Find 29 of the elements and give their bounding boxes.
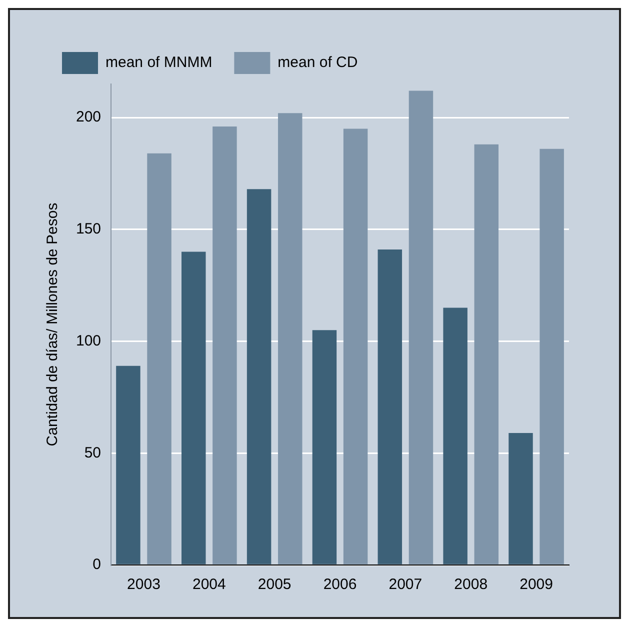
bar <box>212 126 237 564</box>
x-tick-label: 2008 <box>454 576 488 594</box>
x-tick-label: 2004 <box>192 576 226 594</box>
x-tick-label: 2005 <box>258 576 292 594</box>
bar <box>343 128 368 564</box>
bar <box>312 330 337 564</box>
x-tick-label: 2009 <box>520 576 553 594</box>
y-tick-label: 100 <box>76 332 102 350</box>
bar <box>182 252 206 564</box>
x-tick-label: 2007 <box>388 576 422 594</box>
bar <box>278 113 302 564</box>
legend-label: mean of MNMM <box>106 54 212 72</box>
y-tick-label: 50 <box>84 444 102 462</box>
y-tick-label: 200 <box>76 108 102 126</box>
bar <box>408 90 434 564</box>
x-tick-label: 2006 <box>323 576 357 594</box>
y-tick-label: 150 <box>76 220 102 238</box>
y-tick-label: 0 <box>92 556 102 574</box>
bar <box>474 144 499 564</box>
x-tick-label: 2003 <box>127 576 160 594</box>
y-axis-title: Cantidad de días/ Millones de Pesos <box>44 202 62 446</box>
bar <box>540 148 564 564</box>
bar <box>116 366 140 564</box>
bar <box>147 153 172 564</box>
legend-label: mean of CD <box>278 54 358 72</box>
bar <box>378 250 402 564</box>
bar <box>443 308 468 564</box>
bar <box>508 433 533 564</box>
bar <box>246 189 272 564</box>
